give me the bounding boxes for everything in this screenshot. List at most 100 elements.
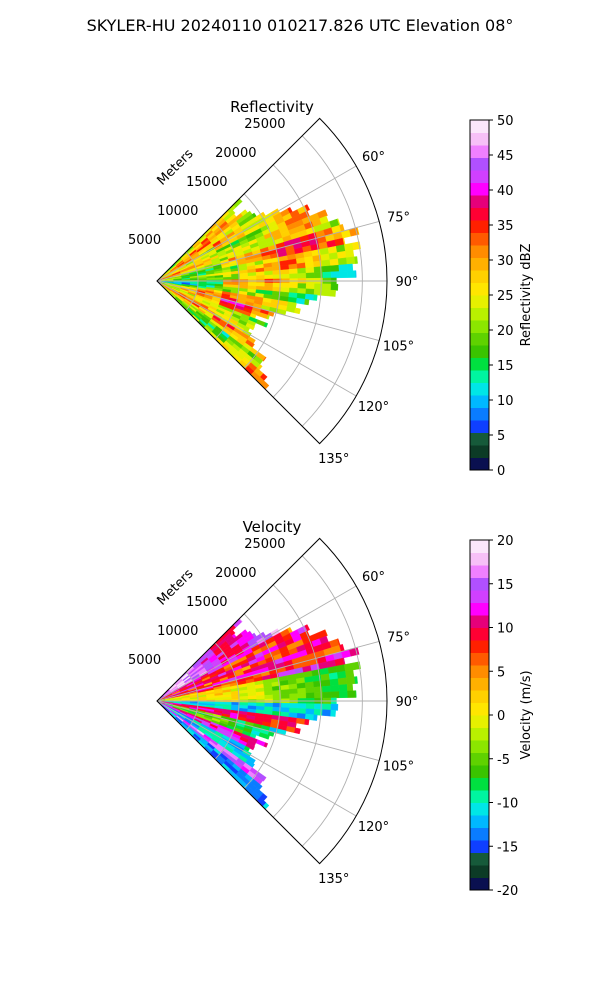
heatmap-cell: [305, 708, 315, 715]
heatmap-cell: [297, 272, 307, 279]
colorbar-label: Reflectivity dBZ: [519, 244, 534, 347]
colorbar-segment: [470, 777, 489, 791]
heatmap-cell: [294, 307, 301, 315]
heatmap-cell: [346, 256, 356, 265]
heatmap-cell: [264, 282, 274, 288]
radial-tick-label: 10000: [157, 624, 198, 639]
heatmap-cell: [330, 289, 336, 297]
heatmap-cell: [337, 677, 348, 686]
azimuth-spoke: [156, 221, 380, 282]
colorbar-segment: [470, 282, 489, 296]
colorbar-segment: [470, 207, 489, 221]
radial-tick-label: 20000: [215, 146, 256, 161]
colorbar-segment: [470, 307, 489, 321]
azimuth-spoke: [156, 280, 380, 341]
heatmap-cell: [330, 264, 340, 273]
azimuth-tick-label: 105°: [383, 760, 414, 775]
colorbar-segment: [470, 565, 489, 578]
heatmap-cell: [256, 702, 266, 707]
colorbar-tick-label: 15: [497, 359, 514, 374]
polar-panel-reflectivity: 5000 10000 15000 20000 25000 60° 75° 90° 105° 120…: [128, 98, 534, 479]
heatmap-cell: [296, 297, 306, 305]
heatmap-cell: [304, 718, 310, 726]
radial-tick-label: 25000: [244, 117, 285, 132]
heatmap-cell: [305, 687, 315, 694]
colorbar-segment: [470, 170, 489, 183]
colorbar-segment: [470, 432, 489, 446]
heatmap-cell: [330, 271, 340, 279]
heatmap-cell: [305, 692, 315, 699]
heatmap-cell: [305, 267, 315, 274]
heatmap-cell: [354, 256, 358, 264]
heatmap-cell: [330, 703, 339, 711]
heatmap-cell: [289, 283, 299, 289]
heatmap-cell: [321, 259, 331, 267]
colorbar-segment: [470, 752, 489, 766]
radial-tick-label: 15000: [186, 175, 227, 190]
azimuth-spoke: [156, 165, 357, 282]
colorbar-tick-label: 30: [497, 254, 514, 269]
colorbar-segment: [470, 245, 489, 258]
colorbar-segment: [470, 157, 489, 171]
heatmap-cell: [289, 693, 299, 699]
heatmap-cell: [255, 691, 265, 697]
heatmap-cell: [294, 727, 301, 735]
heatmap-cell: [247, 695, 257, 700]
heatmap-cell: [296, 717, 306, 725]
radial-tick-label: 25000: [244, 537, 285, 552]
figure-title: SKYLER-HU 20240110 010217.826 UTC Elevat…: [86, 16, 514, 35]
heatmap-cell: [313, 714, 318, 721]
heatmap-cell: [206, 277, 216, 281]
heatmap-cell: [281, 282, 290, 289]
azimuth-tick-label: 120°: [358, 820, 389, 835]
heatmap-cell: [255, 739, 266, 747]
heatmap-cell: [264, 694, 274, 700]
panel-title: Reflectivity: [230, 98, 314, 116]
heatmap-cell: [324, 629, 328, 636]
heatmap-cell: [223, 696, 232, 701]
heatmap-cell: [330, 684, 340, 693]
colorbar-segment: [470, 382, 489, 396]
colorbar-segment: [470, 120, 489, 133]
heatmap-cell: [338, 270, 348, 279]
heatmap-cell: [313, 294, 318, 301]
panel-title: Velocity: [243, 518, 302, 536]
colorbar-tick-label: 20: [497, 534, 514, 549]
heatmap-cell: [288, 268, 299, 275]
azimuth-tick-label: 75°: [387, 630, 410, 645]
heatmap-cell: [338, 684, 348, 692]
heatmap-cell: [346, 263, 354, 272]
heatmap-cell: [322, 265, 332, 273]
heatmap-cell: [320, 673, 331, 682]
heatmap-cell: [223, 276, 232, 281]
heatmap-cell: [264, 690, 274, 696]
heatmap-cell: [330, 283, 339, 291]
heatmap-cell: [354, 676, 358, 684]
colorbar-segment: [470, 840, 489, 853]
heatmap-cell: [214, 277, 224, 281]
heatmap-cell: [296, 682, 306, 689]
heatmap-cell: [262, 776, 267, 782]
colorbar-segment: [470, 445, 489, 458]
azimuth-spoke: [156, 700, 380, 761]
colorbar: 0 5 10 15 20 25 30 35 40 45 50 Reflectivity dBZ: [469, 114, 534, 479]
colorbar-segment: [470, 132, 489, 146]
colorbar-tick-label: 0: [497, 709, 505, 724]
colorbar-tick-label: 35: [497, 219, 514, 234]
colorbar-segment: [470, 740, 489, 753]
heatmap-cell: [337, 257, 348, 266]
colorbar-tick-label: 10: [497, 394, 514, 409]
colorbar-segment: [470, 295, 489, 308]
azimuth-spoke: [156, 280, 357, 397]
colorbar: -20 -15 -10 -5 0 5 10 15 20 Velocity (m/s): [469, 534, 534, 899]
heatmap-cell: [263, 322, 269, 328]
colorbar-segment: [470, 590, 489, 603]
colorbar-segment: [470, 145, 489, 158]
colorbar-segment: [470, 457, 489, 471]
colorbar-tick-label: 20: [497, 324, 514, 339]
radial-tick-label: 10000: [157, 204, 198, 219]
colorbar-segment: [470, 802, 489, 816]
heatmap-cell: [229, 210, 236, 216]
colorbar-tick-label: -5: [497, 753, 510, 768]
polar-frame: [156, 537, 388, 865]
